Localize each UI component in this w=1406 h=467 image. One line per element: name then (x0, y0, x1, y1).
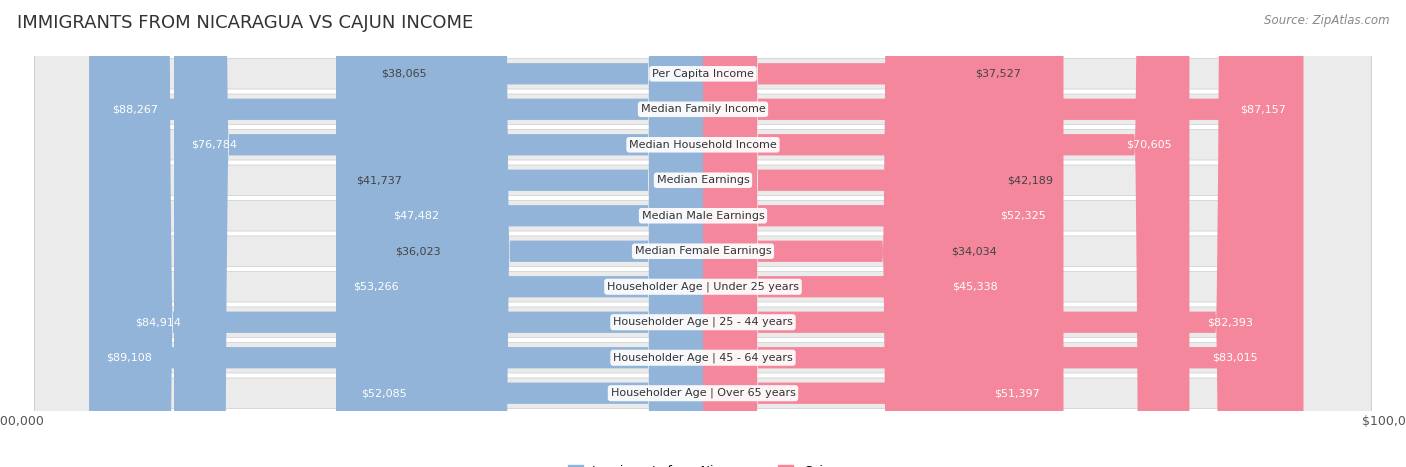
FancyBboxPatch shape (336, 0, 703, 467)
FancyBboxPatch shape (703, 0, 1063, 467)
Text: Per Capita Income: Per Capita Income (652, 69, 754, 79)
FancyBboxPatch shape (703, 0, 962, 467)
FancyBboxPatch shape (35, 0, 1371, 467)
Text: $34,034: $34,034 (952, 246, 997, 256)
Text: $51,397: $51,397 (994, 388, 1040, 398)
Text: $87,157: $87,157 (1240, 104, 1286, 114)
Text: $70,605: $70,605 (1126, 140, 1173, 150)
FancyBboxPatch shape (440, 0, 703, 467)
Text: $76,784: $76,784 (191, 140, 238, 150)
FancyBboxPatch shape (703, 0, 1271, 467)
Text: $89,108: $89,108 (107, 353, 152, 363)
FancyBboxPatch shape (35, 0, 1371, 467)
FancyBboxPatch shape (415, 0, 703, 467)
Text: Householder Age | 45 - 64 years: Householder Age | 45 - 64 years (613, 353, 793, 363)
Text: Median Family Income: Median Family Income (641, 104, 765, 114)
FancyBboxPatch shape (703, 0, 938, 467)
FancyBboxPatch shape (703, 0, 994, 467)
FancyBboxPatch shape (703, 0, 1015, 467)
FancyBboxPatch shape (703, 0, 1275, 467)
Text: Householder Age | Over 65 years: Householder Age | Over 65 years (610, 388, 796, 398)
Text: $45,338: $45,338 (952, 282, 998, 292)
Text: Source: ZipAtlas.com: Source: ZipAtlas.com (1264, 14, 1389, 27)
Text: $88,267: $88,267 (112, 104, 157, 114)
Text: $83,015: $83,015 (1212, 353, 1258, 363)
FancyBboxPatch shape (35, 0, 1371, 467)
Legend: Immigrants from Nicaragua, Cajun: Immigrants from Nicaragua, Cajun (562, 460, 844, 467)
FancyBboxPatch shape (35, 0, 1371, 467)
Text: Median Female Earnings: Median Female Earnings (634, 246, 772, 256)
FancyBboxPatch shape (174, 0, 703, 467)
Text: $36,023: $36,023 (395, 246, 441, 256)
FancyBboxPatch shape (703, 0, 1057, 467)
FancyBboxPatch shape (35, 0, 1371, 467)
Text: $38,065: $38,065 (381, 69, 427, 79)
Text: $52,085: $52,085 (361, 388, 408, 398)
Text: Median Household Income: Median Household Income (628, 140, 778, 150)
FancyBboxPatch shape (35, 0, 1371, 467)
FancyBboxPatch shape (454, 0, 703, 467)
FancyBboxPatch shape (375, 0, 703, 467)
FancyBboxPatch shape (89, 0, 703, 467)
FancyBboxPatch shape (35, 0, 1371, 467)
Text: Householder Age | 25 - 44 years: Householder Age | 25 - 44 years (613, 317, 793, 327)
Text: Median Earnings: Median Earnings (657, 175, 749, 185)
Text: $84,914: $84,914 (135, 317, 181, 327)
FancyBboxPatch shape (94, 0, 703, 467)
FancyBboxPatch shape (703, 0, 1303, 467)
FancyBboxPatch shape (35, 0, 1371, 467)
FancyBboxPatch shape (35, 0, 1371, 467)
Text: $42,189: $42,189 (1008, 175, 1053, 185)
FancyBboxPatch shape (35, 0, 1371, 467)
Text: $41,737: $41,737 (356, 175, 402, 185)
FancyBboxPatch shape (344, 0, 703, 467)
FancyBboxPatch shape (703, 0, 1189, 467)
Text: $53,266: $53,266 (353, 282, 399, 292)
Text: $37,527: $37,527 (976, 69, 1021, 79)
FancyBboxPatch shape (118, 0, 703, 467)
Text: $82,393: $82,393 (1208, 317, 1253, 327)
Text: Median Male Earnings: Median Male Earnings (641, 211, 765, 221)
Text: IMMIGRANTS FROM NICARAGUA VS CAJUN INCOME: IMMIGRANTS FROM NICARAGUA VS CAJUN INCOM… (17, 14, 474, 32)
Text: $47,482: $47,482 (394, 211, 439, 221)
Text: Householder Age | Under 25 years: Householder Age | Under 25 years (607, 282, 799, 292)
Text: $52,325: $52,325 (1001, 211, 1046, 221)
